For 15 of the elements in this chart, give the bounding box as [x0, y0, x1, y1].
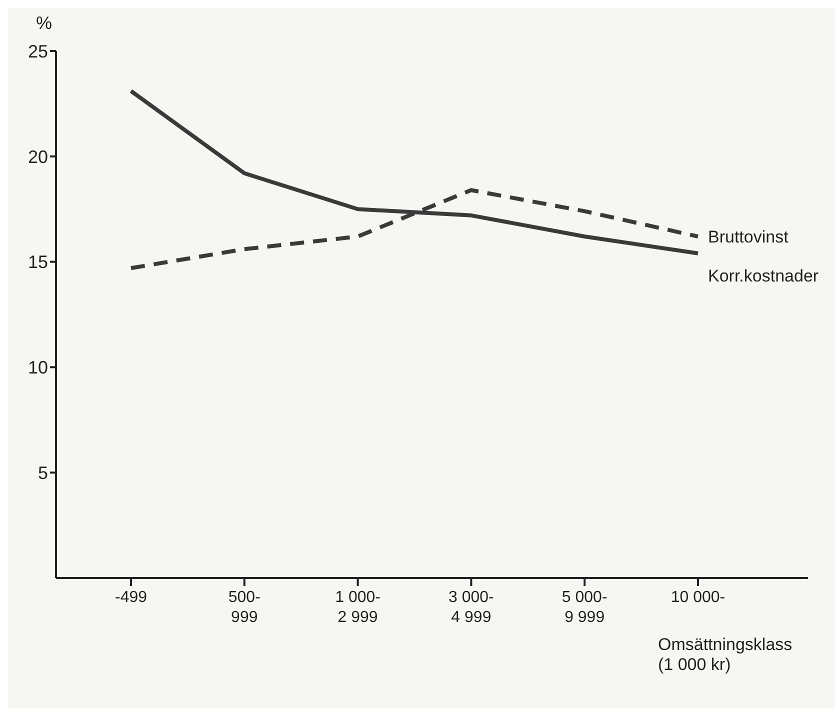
x-tick-label: 5 000- 9 999: [562, 589, 608, 626]
x-tick-label: 1 000- 2 999: [335, 589, 380, 626]
series-label: Bruttovinst: [708, 228, 789, 247]
y-tick-label: 15: [28, 252, 48, 272]
x-tick-label: 3 000- 4 999: [448, 589, 494, 626]
series-label: Korr.kostnader: [708, 266, 819, 286]
x-tick-label: -499: [114, 589, 148, 606]
x-axis-title: Omsättningsklass (1 000 kr): [658, 635, 792, 674]
y-tick-label: 10: [28, 358, 48, 378]
y-tick-label: 5: [38, 462, 48, 483]
x-tick-label: 500- 999: [228, 589, 260, 626]
x-tick-label: 10 000-: [670, 589, 726, 606]
y-tick-label: 20: [28, 146, 48, 167]
y-tick-label: 25: [28, 41, 48, 62]
y-axis-title: %: [36, 13, 52, 33]
